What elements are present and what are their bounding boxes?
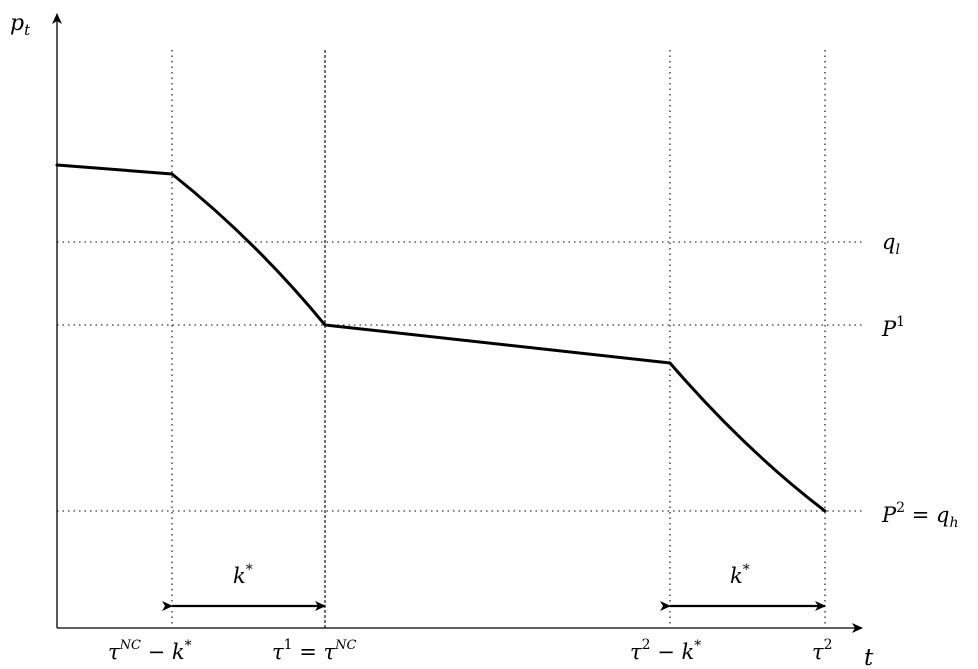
- tick-label-tnc-minus-k: τNC − k*: [108, 638, 192, 664]
- tick-label-tau2-minus-k: τ2 − k*: [630, 637, 701, 664]
- interval-label-second: k*: [730, 562, 750, 588]
- x-axis-label: t: [864, 645, 874, 669]
- tick-label-tau1: τ1 = τNC: [272, 637, 357, 664]
- price-path-curve: [55, 163, 827, 513]
- level-label-p2: P2 = qh: [881, 500, 959, 531]
- level-label-p1: P1: [881, 314, 905, 341]
- y-axis-label: pt: [10, 11, 31, 39]
- level-label-ql: ql: [882, 230, 900, 258]
- interval-label-first: k*: [233, 562, 253, 588]
- tick-label-tau2: τ2: [812, 637, 833, 664]
